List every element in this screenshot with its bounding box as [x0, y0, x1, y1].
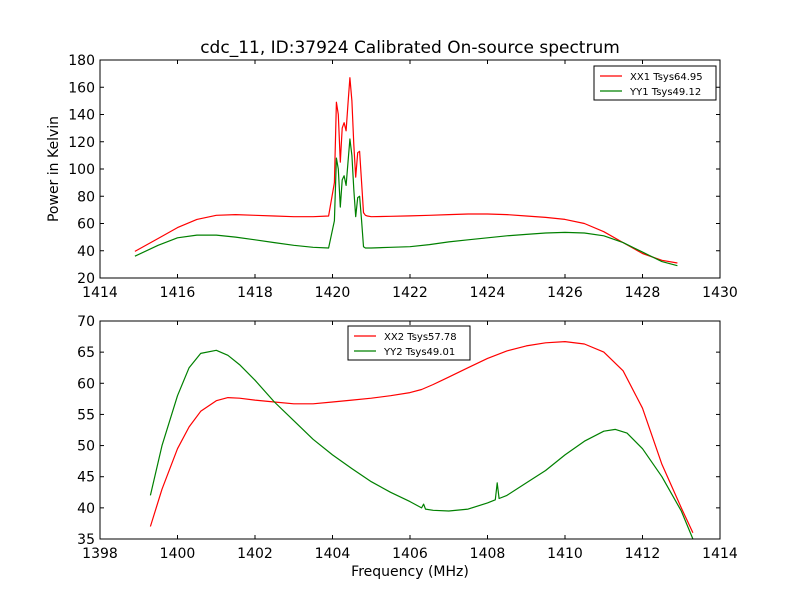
legend-label: YY1 Tsys49.12	[629, 87, 701, 98]
x-tick-label: 1400	[160, 546, 196, 562]
y-tick-label: 65	[77, 345, 95, 361]
y-tick-label: 60	[77, 376, 95, 392]
y-tick-label: 40	[77, 244, 95, 260]
y-tick-label: 120	[68, 135, 95, 151]
y-tick-label: 35	[77, 532, 95, 548]
y-tick-label: 180	[68, 53, 95, 69]
y-tick-label: 160	[68, 80, 95, 96]
legend-label: XX2 Tsys57.78	[384, 332, 457, 343]
y-tick-label: 55	[77, 407, 95, 423]
x-tick-label: 1424	[470, 285, 506, 301]
legend-label: YY2 Tsys49.01	[383, 347, 455, 358]
x-tick-label: 1428	[625, 285, 661, 301]
x-tick-label: 1398	[82, 546, 118, 562]
y-tick-label: 100	[68, 162, 95, 178]
chart-title: cdc_11, ID:37924 Calibrated On-source sp…	[200, 38, 620, 58]
x-tick-label: 1414	[82, 285, 118, 301]
series-line-0-1	[134, 138, 678, 267]
series-line-0-0	[134, 77, 678, 264]
y-tick-label: 40	[77, 501, 95, 517]
x-tick-label: 1408	[470, 546, 506, 562]
y-tick-label: 60	[77, 217, 95, 233]
series-line-1-1	[149, 349, 694, 539]
bottom-panel: 1398 1400 1402 1404 1406 1408 1410 1412 1414 35 40…	[77, 314, 738, 580]
y-tick-label: 45	[77, 470, 95, 486]
top-panel: 1414 1416 1418 1420 1422 1424 1426 1428 1430 20 40…	[46, 53, 738, 301]
y-tick-label: 20	[77, 271, 95, 287]
x-tick-label: 1422	[392, 285, 428, 301]
x-tick-label: 1416	[160, 285, 196, 301]
x-tick-label: 1406	[392, 546, 428, 562]
x-tick-label: 1412	[625, 546, 661, 562]
legend	[347, 325, 471, 361]
x-tick-label: 1402	[237, 546, 273, 562]
legend	[593, 65, 717, 101]
x-tick-label: 1418	[237, 285, 273, 301]
legend-label: XX1 Tsys64.95	[630, 72, 703, 83]
y-tick-label: 50	[77, 439, 95, 455]
x-tick-label: 1430	[702, 285, 738, 301]
x-axis-label: Frequency (MHz)	[351, 564, 469, 580]
x-tick-label: 1414	[702, 546, 738, 562]
x-tick-label: 1426	[547, 285, 583, 301]
x-tick-label: 1420	[315, 285, 351, 301]
y-tick-label: 80	[77, 189, 95, 205]
series-line-1-0	[149, 341, 694, 534]
x-tick-label: 1404	[315, 546, 351, 562]
y-tick-label: 140	[68, 108, 95, 124]
x-tick-label: 1410	[547, 546, 583, 562]
y-tick-label: 70	[77, 314, 95, 330]
y-axis-label: Power in Kelvin	[46, 116, 62, 222]
